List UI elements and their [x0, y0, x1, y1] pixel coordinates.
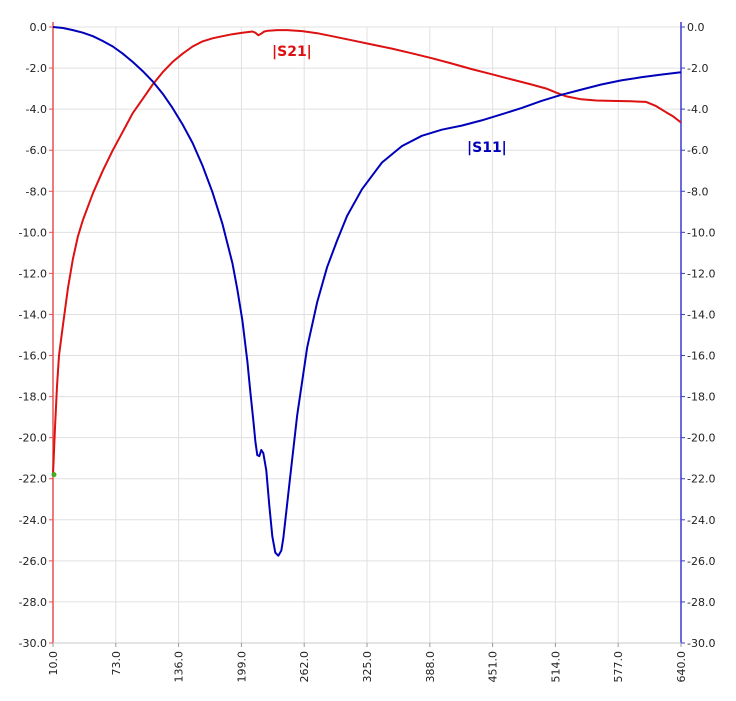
x-tick-label: 136.0: [173, 651, 186, 683]
right-tick-label: -12.0: [687, 267, 715, 280]
x-tick-label: 10.0: [47, 651, 60, 676]
left-tick-label: -22.0: [19, 473, 47, 486]
left-tick-label: -6.0: [26, 144, 47, 157]
right-tick-label: -28.0: [687, 596, 715, 609]
series-line-s21: [52, 29, 682, 475]
left-tick-label: -26.0: [19, 555, 47, 568]
series-label-s21: |S21|: [272, 44, 312, 60]
x-tick-label: 388.0: [424, 651, 437, 683]
x-tick-label: 325.0: [361, 651, 374, 683]
right-tick-label: -2.0: [687, 62, 708, 75]
left-tick-label: -10.0: [19, 226, 47, 239]
right-tick-label: -22.0: [687, 473, 715, 486]
x-tick-label: 577.0: [612, 651, 625, 683]
right-tick-label: -14.0: [687, 308, 715, 321]
right-tick-label: -16.0: [687, 350, 715, 363]
left-tick-label: -14.0: [19, 308, 47, 321]
gridlines: [52, 26, 682, 644]
left-tick-label: -28.0: [19, 596, 47, 609]
right-tick-label: -10.0: [687, 226, 715, 239]
left-y-axis-ticks: 0.0 -2.0 -4.0 -6.0 -8.0 -10.0 -12.0 -14.0 -16.0 -…: [19, 21, 53, 650]
x-tick-label: 73.0: [110, 651, 123, 676]
right-tick-label: -24.0: [687, 514, 715, 527]
left-tick-label: -12.0: [19, 267, 47, 280]
x-tick-label: 199.0: [235, 651, 248, 683]
left-tick-label: -20.0: [19, 432, 47, 445]
right-tick-label: -26.0: [687, 555, 715, 568]
x-tick-label: 451.0: [487, 651, 500, 683]
left-tick-label: -16.0: [19, 350, 47, 363]
x-tick-label: 514.0: [549, 651, 562, 683]
right-tick-label: 0.0: [687, 21, 705, 34]
left-tick-label: -2.0: [26, 62, 47, 75]
right-tick-label: -8.0: [687, 185, 708, 198]
left-tick-label: -24.0: [19, 514, 47, 527]
left-tick-label: 0.0: [30, 21, 48, 34]
series-label-s11: |S11|: [467, 140, 507, 156]
series-line-s11: [52, 26, 682, 557]
x-axis-ticks: 10.0 73.0 136.0 199.0 262.0 325.0 388.0 451.0 51…: [47, 643, 688, 683]
left-tick-label: -8.0: [26, 185, 47, 198]
series-lines: [52, 26, 682, 557]
right-tick-label: -30.0: [687, 637, 715, 650]
start-marker: [51, 472, 57, 478]
x-tick-label: 640.0: [675, 651, 688, 683]
right-tick-label: -6.0: [687, 144, 708, 157]
right-tick-label: -18.0: [687, 391, 715, 404]
right-tick-label: -20.0: [687, 432, 715, 445]
right-y-axis-ticks: 0.0 -2.0 -4.0 -6.0 -8.0 -10.0 -12.0 -14.0 -16.0 -…: [681, 21, 715, 650]
left-tick-label: -30.0: [19, 637, 47, 650]
left-tick-label: -18.0: [19, 391, 47, 404]
right-tick-label: -4.0: [687, 103, 708, 116]
x-tick-label: 262.0: [298, 651, 311, 683]
left-tick-label: -4.0: [26, 103, 47, 116]
